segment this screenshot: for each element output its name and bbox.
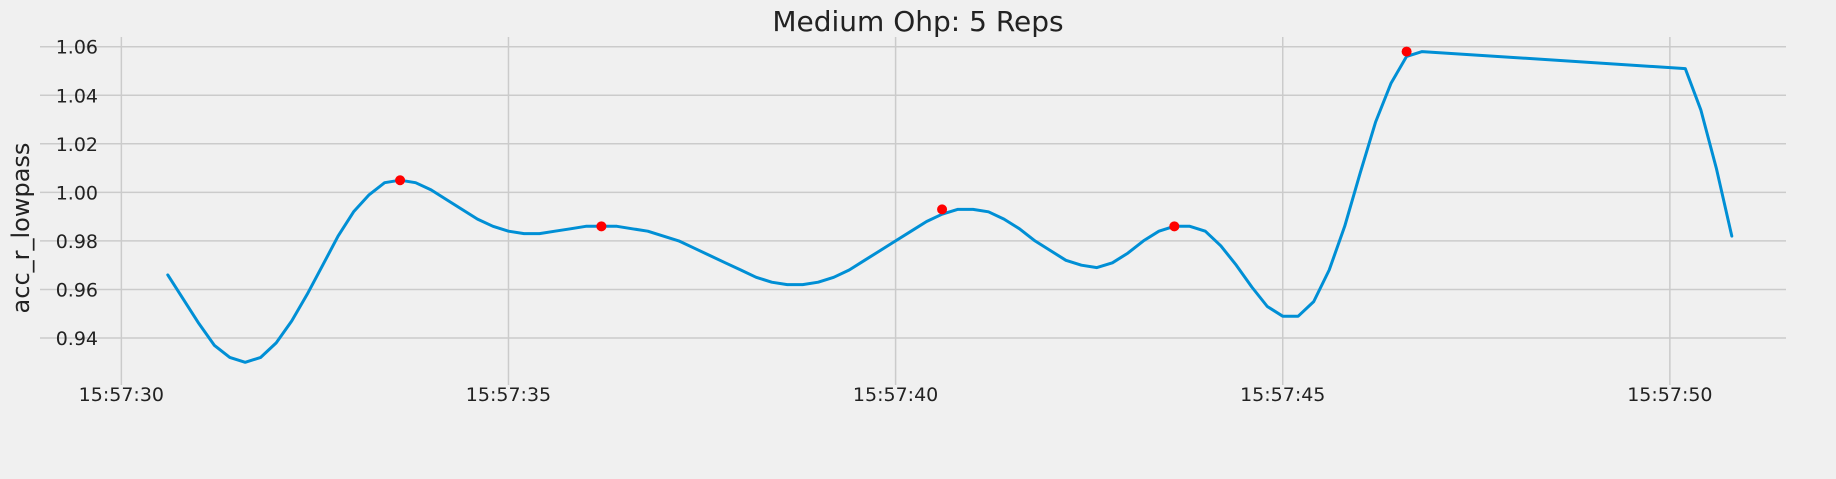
x-tick-label: 15:57:50	[1627, 384, 1712, 406]
x-tick-label: 15:57:35	[466, 384, 551, 406]
y-tick-label: 1.04	[56, 85, 98, 107]
peak-marker	[937, 204, 948, 215]
peak-marker	[1169, 221, 1180, 232]
peak-markers	[395, 46, 1412, 232]
grid-lines	[40, 37, 1786, 385]
y-tick-label: 1.00	[56, 182, 98, 204]
y-tick-label: 1.02	[56, 134, 98, 156]
x-tick-label: 15:57:30	[79, 384, 164, 406]
y-tick-label: 0.98	[56, 231, 98, 253]
series-line	[166, 50, 1734, 364]
y-tick-label: 0.96	[56, 279, 98, 301]
chart-title: Medium Ohp: 5 Reps	[772, 5, 1063, 38]
x-tick-label: 15:57:40	[853, 384, 938, 406]
peak-marker	[596, 221, 607, 232]
peak-marker	[1401, 46, 1412, 57]
peak-marker	[395, 175, 406, 186]
x-tick-label: 15:57:45	[1240, 384, 1325, 406]
y-tick-label: 0.94	[56, 328, 98, 350]
tick-labels: 0.94 0.96 0.98 1.00 1.02 1.04 1.06 15:57:30 15:5…	[56, 37, 1713, 406]
y-axis-label: acc_r_lowpass	[7, 143, 35, 314]
y-tick-label: 1.06	[56, 37, 98, 59]
